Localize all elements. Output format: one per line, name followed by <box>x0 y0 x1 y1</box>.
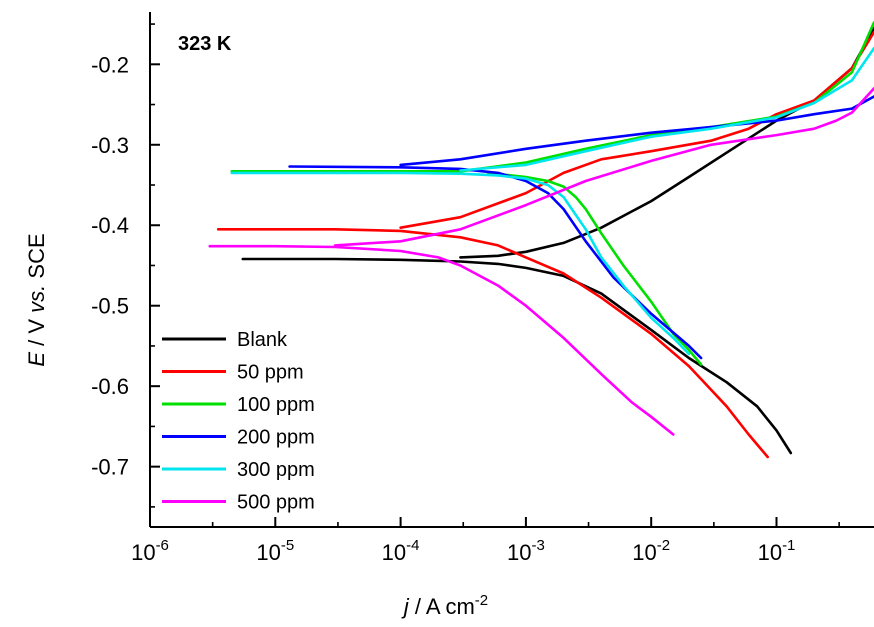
tick-marks <box>149 23 840 527</box>
y-tick-label: -0.4 <box>91 213 129 238</box>
x-tick-label-base: 10 <box>758 540 782 565</box>
legend-label: 100 ppm <box>237 394 315 416</box>
axes <box>149 12 874 528</box>
series-200-ppm-anodic-curve <box>399 95 874 167</box>
series-100-ppm-cathodic-curve <box>486 171 703 366</box>
x-tick-label: 10-5 <box>256 537 294 565</box>
x-axis-title-symbol: j <box>401 594 410 619</box>
x-tick-label: 10-1 <box>758 537 796 565</box>
tick-labels: 10-6 10-5 10-4 10-3 10-2 10-1-0.2-0.3-0.4-0.5… <box>91 52 795 565</box>
x-tick-label-base: 10 <box>131 540 155 565</box>
x-tick-label-exponent: -3 <box>531 537 544 554</box>
x-axis-title-exponent: -2 <box>475 592 488 609</box>
y-axis-title-unit: / V <box>24 313 49 352</box>
series-300-ppm-anodic-curve <box>459 46 874 172</box>
y-tick-label: -0.2 <box>91 52 129 77</box>
series-300-ppm-cathodic-curve <box>230 171 691 356</box>
y-tick-label: -0.3 <box>91 133 129 158</box>
series-blank-cathodic-curve <box>241 257 793 455</box>
x-tick-label-exponent: -5 <box>281 537 294 554</box>
x-tick-label-exponent: -4 <box>406 537 419 554</box>
legend-item-100-ppm: 100 ppm <box>162 394 315 416</box>
y-axis-title: E / V vs. SCE <box>24 233 49 366</box>
y-tick-label: -0.6 <box>91 374 129 399</box>
legend-item-300-ppm: 300 ppm <box>162 459 315 481</box>
temperature-annotation: 323 K <box>178 33 232 55</box>
x-tick-label-base: 10 <box>507 540 531 565</box>
legend-item-blank: Blank <box>162 329 288 351</box>
y-tick-label: -0.7 <box>91 455 129 480</box>
series-200-ppm-cathodic-curve <box>288 165 703 360</box>
legend-label: 200 ppm <box>237 427 315 449</box>
y-axis-title-symbol: E <box>24 352 49 367</box>
series-500-ppm-anodic-curve <box>333 87 874 247</box>
y-tick-label: -0.5 <box>91 294 129 319</box>
x-tick-label: 10-2 <box>632 537 670 565</box>
y-axis-title-reference: SCE <box>24 233 49 284</box>
x-tick-label-base: 10 <box>382 540 406 565</box>
legend: Blank 50 ppm 100 ppm 200 ppm 300 ppm 500 ppm <box>162 329 315 514</box>
legend-item-500-ppm: 500 ppm <box>162 492 315 514</box>
x-tick-label-base: 10 <box>632 540 656 565</box>
series-curves <box>208 21 874 459</box>
y-axis-title-vs: vs. <box>24 285 49 313</box>
legend-label: 500 ppm <box>237 492 315 514</box>
x-tick-label: 10-6 <box>131 537 169 565</box>
x-tick-label: 10-4 <box>382 537 420 565</box>
x-axis-title: j / A cm-2 <box>401 592 488 619</box>
x-axis-title-unit: / A cm <box>409 594 475 619</box>
x-tick-label-exponent: -6 <box>156 537 169 554</box>
series-50-ppm-cathodic-curve <box>216 228 769 459</box>
series-500-ppm-cathodic-curve <box>208 244 675 436</box>
legend-item-50-ppm: 50 ppm <box>162 362 304 384</box>
legend-item-200-ppm: 200 ppm <box>162 427 315 449</box>
legend-label: Blank <box>237 329 288 351</box>
x-tick-label-exponent: -2 <box>657 537 670 554</box>
x-tick-label: 10-3 <box>507 537 545 565</box>
series-50-ppm-anodic-curve <box>399 30 874 229</box>
x-tick-label-exponent: -1 <box>782 537 795 554</box>
legend-label: 300 ppm <box>237 459 315 481</box>
legend-label: 50 ppm <box>237 362 304 384</box>
x-tick-label-base: 10 <box>256 540 280 565</box>
